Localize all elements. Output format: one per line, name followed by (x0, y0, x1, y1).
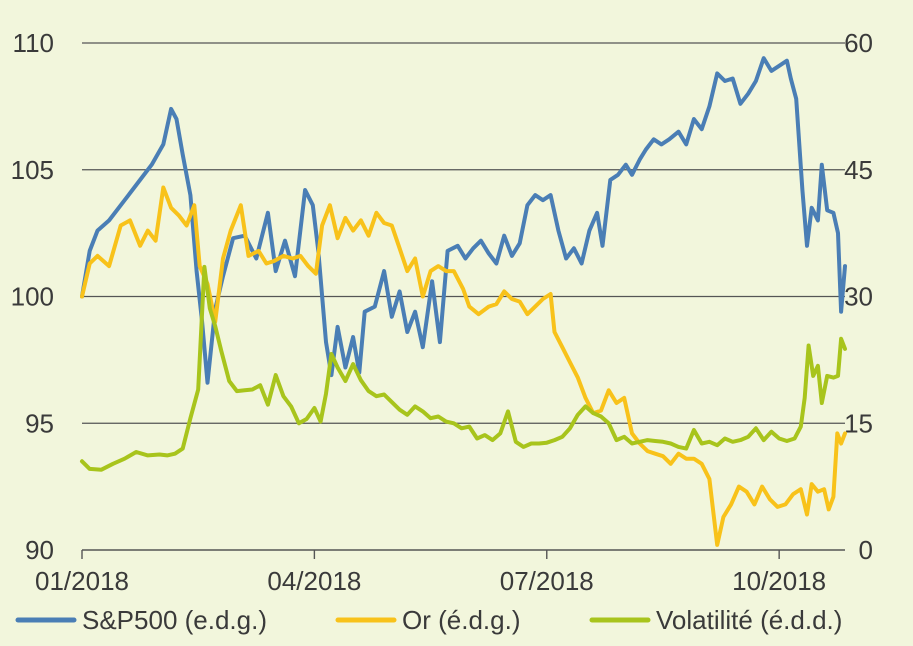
legend-label: S&P500 (e.d.g.) (82, 605, 267, 635)
legend-label: Volatilité (é.d.d.) (656, 605, 842, 635)
left-tick-label: 110 (13, 28, 54, 58)
left-tick-label: 90 (25, 535, 54, 565)
legend-label: Or (é.d.g.) (402, 605, 520, 635)
x-tick-label: 10/2018 (732, 566, 826, 596)
right-tick-label: 15 (844, 408, 873, 438)
right-tick-label: 60 (844, 28, 873, 58)
series-line (80, 56, 847, 385)
series-line (80, 264, 847, 472)
right-axis: 60 45 30 15 0 (844, 28, 873, 565)
x-axis: 01/2018 04/2018 07/2018 10/2018 (35, 550, 826, 596)
right-tick-label: 30 (844, 282, 873, 312)
x-tick-label: 07/2018 (500, 566, 594, 596)
legend: S&P500 (e.d.g.) Or (é.d.g.) Volatilité (é.… (15, 605, 842, 635)
x-tick-label: 01/2018 (35, 566, 129, 596)
x-tick-label: 04/2018 (267, 566, 361, 596)
right-tick-label: 0 (859, 535, 873, 565)
left-tick-label: 95 (25, 408, 54, 438)
left-axis: 110 105 100 95 90 (11, 28, 54, 565)
series-line (80, 185, 847, 547)
series-lines (80, 56, 847, 547)
left-tick-label: 100 (11, 282, 54, 312)
left-tick-label: 105 (11, 155, 54, 185)
right-tick-label: 45 (844, 155, 873, 185)
